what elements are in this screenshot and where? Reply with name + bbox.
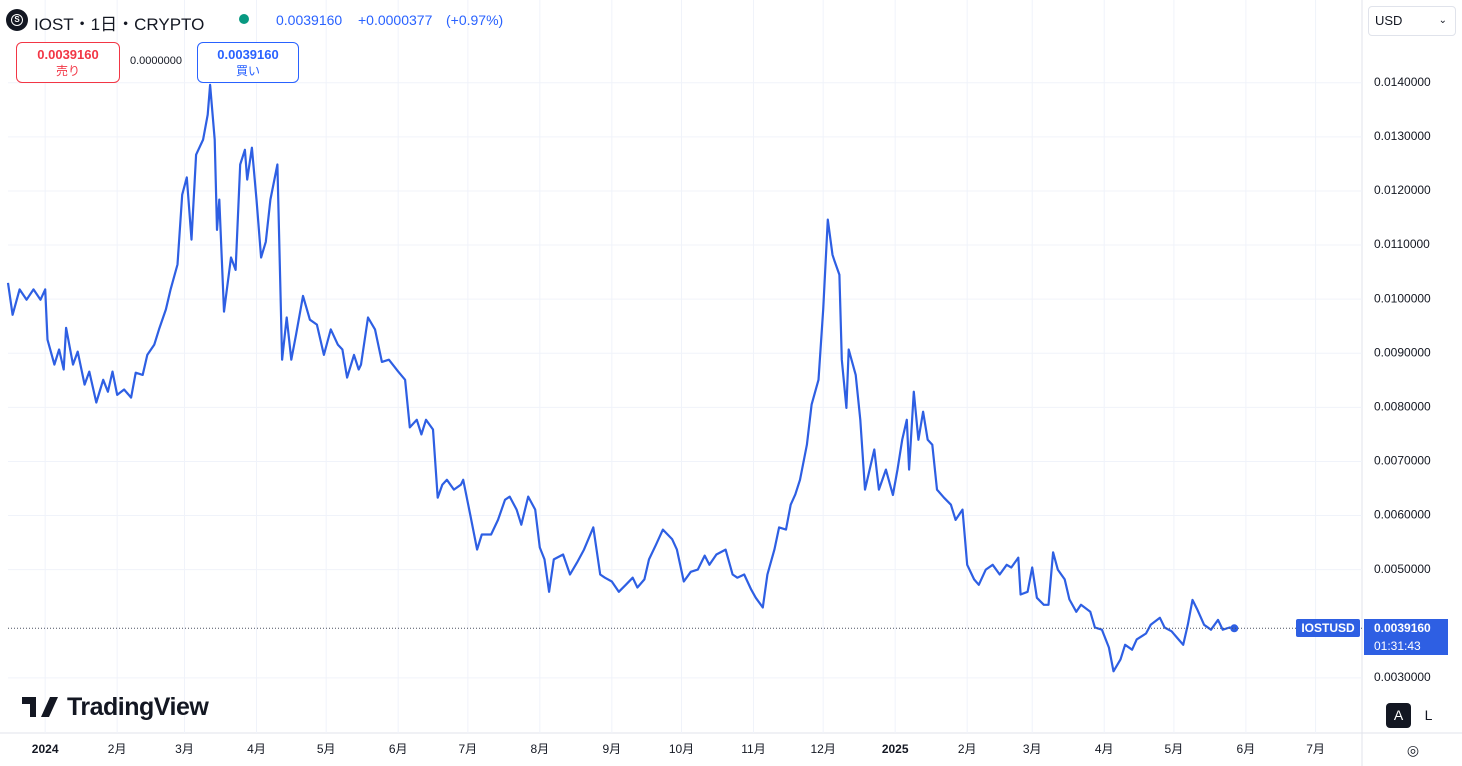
y-tick-label: 0.0090000 (1374, 345, 1431, 359)
logo-shape (22, 689, 58, 717)
x-tick-label: 5月 (317, 742, 336, 756)
y-tick-label: 0.0050000 (1374, 562, 1431, 576)
log-scale-button[interactable]: L (1424, 707, 1433, 723)
tv-logo-icon (22, 689, 60, 719)
auto-scale-button[interactable]: A (1386, 703, 1411, 728)
x-tick-label: 3月 (175, 742, 194, 756)
x-tick-label: 11月 (741, 742, 765, 756)
y-tick-label: 0.0070000 (1374, 454, 1431, 468)
buy-button[interactable]: 0.0039160 買い (197, 42, 299, 83)
settings-icon[interactable]: ◎ (1406, 742, 1420, 758)
y-tick-label: 0.0130000 (1374, 129, 1431, 143)
sell-price: 0.0039160 (37, 47, 99, 62)
last-point (1230, 624, 1239, 633)
price-change-pct: (+0.97%) (446, 12, 504, 28)
y-tick-label: 0.0030000 (1374, 670, 1431, 684)
x-tick-label: 2024 (32, 742, 59, 756)
y-tick-label: 0.0100000 (1374, 291, 1431, 305)
currency: USD (1375, 13, 1403, 28)
dropdown-arrow: ⌄ (1438, 15, 1447, 26)
x-tick-label: 4月 (247, 742, 266, 756)
x-tick-label: 9月 (602, 742, 621, 756)
x-tick-label: 12月 (811, 742, 836, 756)
countdown: 01:31:43 (1364, 637, 1448, 656)
currency-select[interactable]: USD ⌄ (1368, 6, 1456, 36)
symbol-tag: IOSTUSD (1296, 619, 1360, 638)
price-change: +0.0000377 (358, 12, 433, 28)
x-tick-label: 8月 (531, 742, 550, 756)
y-tick-label: 0.0110000 (1374, 237, 1430, 251)
sell-button[interactable]: 0.0039160 売り (16, 42, 120, 83)
market-status (239, 14, 249, 24)
sell-label: 売り (55, 64, 80, 78)
y-tick-label: 0.0060000 (1374, 508, 1431, 522)
price-line (6, 83, 1235, 673)
x-tick-label: 10月 (669, 742, 694, 756)
y-tick-label: 0.0080000 (1374, 400, 1431, 414)
x-tick-label: 7月 (459, 742, 478, 756)
buy-price: 0.0039160 (217, 47, 279, 62)
x-tick-label: 5月 (1165, 742, 1184, 756)
x-tick-label: 2025 (882, 742, 909, 756)
x-tick-label: 7月 (1306, 742, 1325, 756)
x-tick-label: 2月 (108, 742, 127, 756)
price-tag: 0.0039160 (1364, 619, 1448, 638)
x-tick-label: 2月 (958, 742, 977, 756)
symbol-title: IOST・1日・CRYPTO (34, 15, 205, 34)
tv-logo-text: TradingView (67, 693, 209, 721)
x-tick-label: 6月 (389, 742, 408, 756)
last-price: 0.0039160 (276, 12, 343, 28)
logo-svg (22, 689, 58, 717)
y-tick-label: 0.0120000 (1374, 183, 1431, 197)
x-tick-label: 3月 (1023, 742, 1042, 756)
y-tick-label: 0.0140000 (1374, 75, 1431, 89)
x-tick-label: 6月 (1237, 742, 1256, 756)
buy-label: 買い (235, 64, 260, 78)
x-tick-label: 4月 (1095, 742, 1114, 756)
symbol-icon: S (6, 9, 28, 31)
spread: 0.0000000 (130, 55, 182, 67)
